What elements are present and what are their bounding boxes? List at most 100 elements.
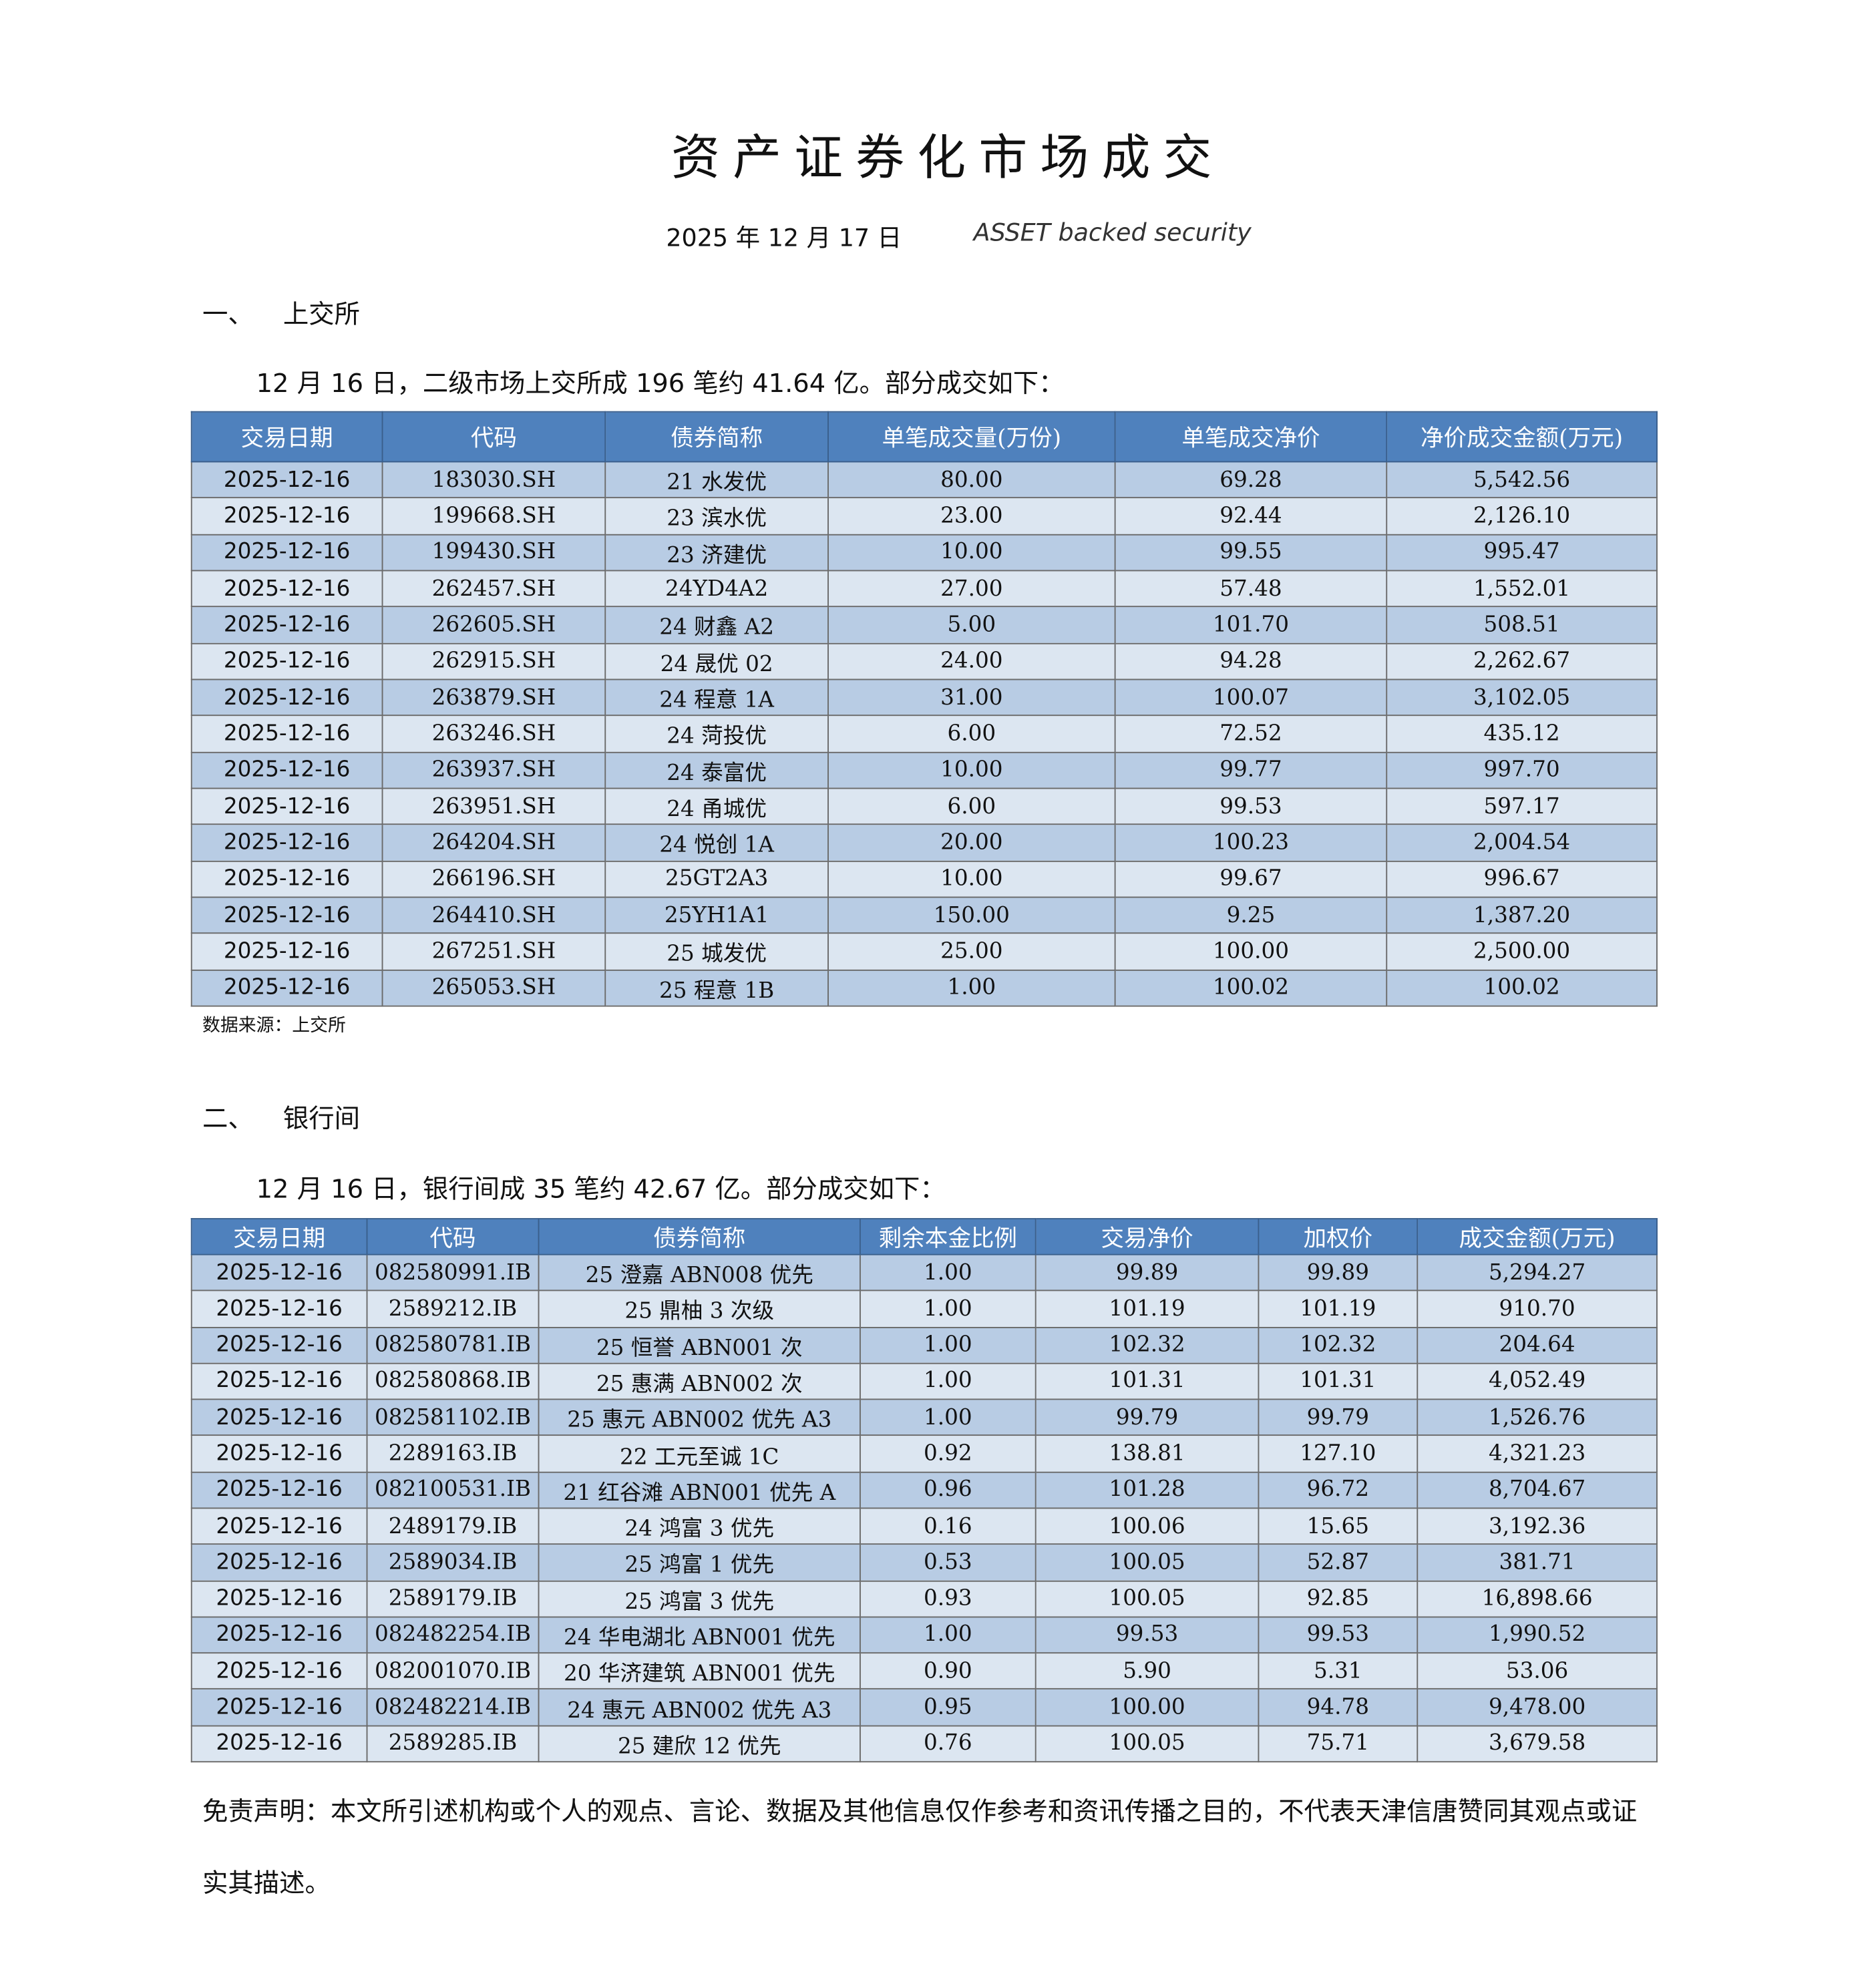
- table-cell: 2025-12-16: [190, 715, 383, 753]
- table-cell: 435.12: [1386, 715, 1658, 753]
- column-header: 交易日期: [190, 411, 383, 463]
- table-cell: 25GT2A3: [604, 860, 829, 898]
- table-cell: 100.06: [1035, 1507, 1260, 1545]
- disclaimer: 免责声明：本文所引述机构或个人的观点、言论、数据及其他信息仅作参考和资讯传播之目…: [202, 1796, 1638, 1899]
- table-cell: 2289163.IB: [366, 1434, 540, 1473]
- column-header: 债券简称: [604, 411, 829, 463]
- table-cell: 99.77: [1114, 751, 1388, 789]
- table-row: 2025-12-16 082580991.IB 25 澄嘉 ABN008 优先 1.0…: [190, 1253, 1658, 1291]
- table-cell: 102.32: [1258, 1326, 1419, 1364]
- table-cell: 2025-12-16: [190, 642, 383, 680]
- table-cell: 508.51: [1386, 606, 1658, 644]
- table-cell: 263879.SH: [381, 678, 606, 717]
- table-cell: 1.00: [859, 1398, 1037, 1436]
- table-cell: 2489179.IB: [366, 1507, 540, 1545]
- table-cell: 2025-12-16: [190, 1398, 368, 1436]
- table-cell: 99.79: [1035, 1398, 1260, 1436]
- table-cell: 199430.SH: [381, 534, 606, 572]
- column-header: 单笔成交量(万份): [827, 411, 1116, 463]
- table-cell: 24 晟优 02: [604, 642, 829, 680]
- table-cell: 25 建欣 12 优先: [538, 1724, 861, 1763]
- table-cell: 082100531.IB: [366, 1471, 540, 1509]
- table-row: 2025-12-16 262605.SH 24 财鑫 A2 5.00 101.70 508…: [190, 606, 1658, 644]
- column-header: 代码: [381, 411, 606, 463]
- column-header: 单笔成交净价: [1114, 411, 1388, 463]
- column-header: 加权价: [1258, 1218, 1419, 1255]
- table-cell: 24 鸿富 3 优先: [538, 1507, 861, 1545]
- table-cell: 082580991.IB: [366, 1253, 540, 1291]
- table-cell: 2025-12-16: [190, 1289, 368, 1328]
- table-cell: 20 华济建筑 ABN001 优先: [538, 1652, 861, 1690]
- section-number: 二、: [202, 1103, 254, 1134]
- table-cell: 1.00: [859, 1289, 1037, 1328]
- table-cell: 995.47: [1386, 534, 1658, 572]
- table-cell: 1.00: [827, 969, 1116, 1007]
- table-cell: 100.05: [1035, 1543, 1260, 1581]
- table-cell: 5.90: [1035, 1652, 1260, 1690]
- table-row: 2025-12-16 082100531.IB 21 红谷滩 ABN001 优先 A…: [190, 1471, 1658, 1509]
- column-header: 净价成交金额(万元): [1386, 411, 1658, 463]
- table-cell: 21 红谷滩 ABN001 优先 A: [538, 1471, 861, 1509]
- table-cell: 94.28: [1114, 642, 1388, 680]
- table-cell: 0.93: [859, 1579, 1037, 1618]
- table-row: 2025-12-16 2289163.IB 22 工元至诚 1C 0.92 138.81…: [190, 1434, 1658, 1473]
- table-cell: 2025-12-16: [190, 1471, 368, 1509]
- table-cell: 3,679.58: [1417, 1724, 1658, 1763]
- table-cell: 25.00: [827, 932, 1116, 971]
- table-cell: 25 程意 1B: [604, 969, 829, 1007]
- table-cell: 1.00: [859, 1253, 1037, 1291]
- table-cell: 2025-12-16: [190, 823, 383, 862]
- table-cell: 53.06: [1417, 1652, 1658, 1690]
- table-row: 2025-12-16 267251.SH 25 城发优 25.00 100.00 2,50…: [190, 932, 1658, 971]
- table-cell: 100.07: [1114, 678, 1388, 717]
- table-cell: 24 惠元 ABN002 优先 A3: [538, 1688, 861, 1726]
- table-cell: 25YH1A1: [604, 896, 829, 934]
- table-cell: 80.00: [827, 461, 1116, 499]
- section-summary: 12 月 16 日，银行间成 35 笔约 42.67 亿。部分成交如下：: [256, 1173, 946, 1204]
- table-row: 2025-12-16 2589285.IB 25 建欣 12 优先 0.76 100.0…: [190, 1724, 1658, 1763]
- table-cell: 24 甬城优: [604, 787, 829, 825]
- table-cell: 101.31: [1258, 1362, 1419, 1400]
- table-cell: 99.79: [1258, 1398, 1419, 1436]
- table-cell: 5.31: [1258, 1652, 1419, 1690]
- table-cell: 24 泰富优: [604, 751, 829, 789]
- table-cell: 264204.SH: [381, 823, 606, 862]
- table-cell: 2025-12-16: [190, 570, 383, 608]
- table-row: 2025-12-16 263951.SH 24 甬城优 6.00 99.53 597.17: [190, 787, 1658, 825]
- table-cell: 2589212.IB: [366, 1289, 540, 1328]
- table-row: 2025-12-16 082001070.IB 20 华济建筑 ABN001 优先 0…: [190, 1652, 1658, 1690]
- table-cell: 381.71: [1417, 1543, 1658, 1581]
- table-cell: 2025-12-16: [190, 787, 383, 825]
- title: 资产证券化市场成交: [671, 129, 1225, 186]
- table-cell: 24.00: [827, 642, 1116, 680]
- table-cell: 99.55: [1114, 534, 1388, 572]
- table-cell: 2025-12-16: [190, 1507, 368, 1545]
- table-cell: 0.92: [859, 1434, 1037, 1473]
- table-row: 2025-12-16 183030.SH 21 水发优 80.00 69.28 5,542…: [190, 461, 1658, 499]
- table-cell: 24 程意 1A: [604, 678, 829, 717]
- table-cell: 2025-12-16: [190, 932, 383, 971]
- table-cell: 199668.SH: [381, 497, 606, 536]
- table-cell: 4,052.49: [1417, 1362, 1658, 1400]
- table-cell: 57.48: [1114, 570, 1388, 608]
- table-cell: 15.65: [1258, 1507, 1419, 1545]
- table-cell: 27.00: [827, 570, 1116, 608]
- table-cell: 910.70: [1417, 1289, 1658, 1328]
- table-cell: 2025-12-16: [190, 678, 383, 717]
- table-cell: 2,262.67: [1386, 642, 1658, 680]
- table-cell: 267251.SH: [381, 932, 606, 971]
- table-row: 2025-12-16 2589034.IB 25 鸿富 1 优先 0.53 100.05…: [190, 1543, 1658, 1581]
- table-cell: 2025-12-16: [190, 896, 383, 934]
- table-cell: 1,526.76: [1417, 1398, 1658, 1436]
- table-row: 2025-12-16 082581102.IB 25 惠元 ABN002 优先 A3…: [190, 1398, 1658, 1436]
- table-cell: 99.89: [1035, 1253, 1260, 1291]
- table-row: 2025-12-16 262457.SH 24YD4A2 27.00 57.48 1,55…: [190, 570, 1658, 608]
- table-cell: 082001070.IB: [366, 1652, 540, 1690]
- table-cell: 263246.SH: [381, 715, 606, 753]
- table-row: 2025-12-16 082580868.IB 25 惠满 ABN002 次 1.00…: [190, 1362, 1658, 1400]
- table-cell: 204.64: [1417, 1326, 1658, 1364]
- table-row: 2025-12-16 263246.SH 24 菏投优 6.00 72.52 435.12: [190, 715, 1658, 753]
- table-cell: 25 城发优: [604, 932, 829, 971]
